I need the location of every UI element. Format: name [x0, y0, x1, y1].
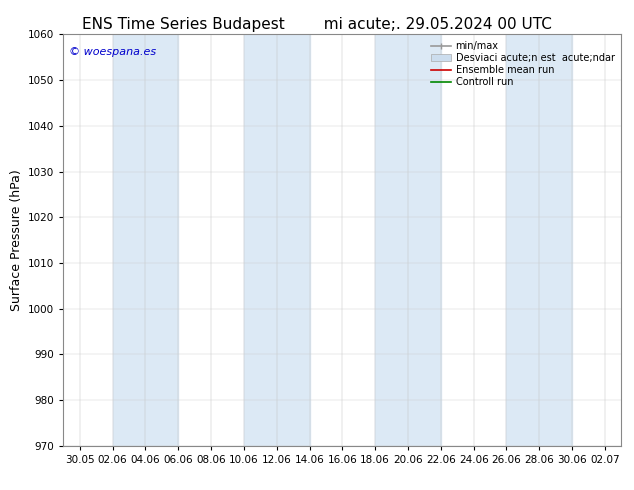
Text: © woespana.es: © woespana.es	[69, 47, 156, 57]
Legend: min/max, Desviaci acute;n est  acute;ndar, Ensemble mean run, Controll run: min/max, Desviaci acute;n est acute;ndar…	[429, 39, 616, 89]
Bar	[408, 34, 441, 446]
Bar	[540, 34, 572, 446]
Text: ENS Time Series Budapest        mi acute;. 29.05.2024 00 UTC: ENS Time Series Budapest mi acute;. 29.0…	[82, 17, 552, 32]
Y-axis label: Surface Pressure (hPa): Surface Pressure (hPa)	[10, 169, 23, 311]
Bar	[244, 34, 276, 446]
Bar	[276, 34, 309, 446]
Bar	[113, 34, 145, 446]
Bar	[375, 34, 408, 446]
Bar	[145, 34, 178, 446]
Bar	[507, 34, 540, 446]
